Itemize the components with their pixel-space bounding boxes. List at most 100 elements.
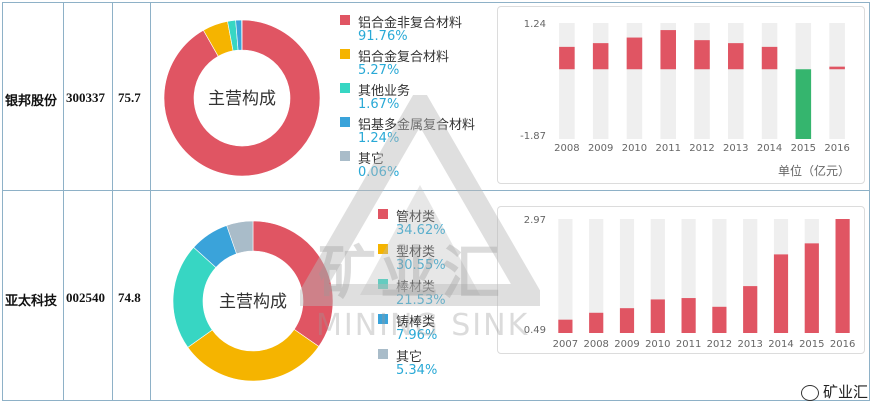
bar	[712, 306, 727, 333]
bar	[795, 69, 812, 139]
bar-track	[619, 219, 635, 333]
bar-track	[761, 23, 778, 139]
bar	[559, 46, 575, 70]
bar-track	[592, 23, 609, 139]
composition-legend: 管材类 34.62% 型材类 30.55% 棒材类 21.53% 铸棒类 7.96% 其它 5.3…	[378, 206, 498, 386]
legend-name: 管材类	[396, 210, 436, 225]
bar-track	[558, 219, 573, 333]
bar	[650, 299, 665, 333]
x-tick-label: 2016	[830, 339, 855, 350]
company-name: 亚太科技	[5, 293, 58, 308]
bar	[589, 312, 604, 333]
bar	[835, 219, 850, 333]
legend-percent: 91.76%	[358, 29, 408, 44]
bar-track	[589, 219, 604, 333]
x-tick-label: 2016	[824, 143, 849, 154]
bar	[728, 43, 744, 70]
bar	[773, 254, 789, 333]
row-divider	[2, 190, 870, 191]
legend-name: 其它	[396, 350, 423, 365]
legend-swatch	[378, 314, 388, 324]
company-name: 银邦股份	[5, 93, 58, 108]
legend-name: 铝合金复合材料	[358, 50, 450, 65]
composition-donut-chart: 主营构成	[172, 220, 334, 382]
donut-slice	[226, 220, 254, 255]
legend-swatch	[340, 117, 350, 127]
x-tick-label: 2009	[614, 339, 639, 350]
y-tick-label: 0.49	[524, 325, 546, 336]
donut-slice	[252, 220, 334, 347]
legend-percent: 0.06%	[358, 165, 400, 180]
x-tick-label: 2013	[723, 143, 748, 154]
legend-name: 铝基多金属复合材料	[358, 118, 476, 133]
legend-percent: 7.96%	[396, 328, 438, 343]
legend-percent: 21.53%	[396, 293, 446, 308]
y-tick-label: 1.24	[524, 19, 546, 30]
x-tick-label: 2011	[655, 143, 680, 154]
legend-percent: 30.55%	[396, 258, 446, 273]
legend-swatch	[378, 209, 388, 219]
x-tick-label: 2010	[622, 143, 647, 154]
legend-percent: 34.62%	[396, 223, 446, 238]
wechat-icon	[800, 384, 819, 401]
donut-slice	[163, 19, 321, 177]
x-tick-label: 2010	[645, 339, 670, 350]
legend-swatch	[378, 349, 388, 359]
x-tick-label: 2009	[588, 143, 613, 154]
legend-name: 铸棒类	[396, 315, 436, 330]
composition-legend: 铝合金非复合材料 91.76% 铝合金复合材料 5.27% 其他业务 1.67% 铝基多金属…	[340, 12, 500, 188]
donut-center-label: 主营构成	[219, 292, 287, 312]
bar	[829, 66, 845, 70]
column-divider	[63, 2, 64, 401]
stock-code: 002540	[66, 290, 105, 305]
bar-track	[559, 23, 575, 139]
legend-swatch	[340, 151, 350, 161]
bar	[804, 243, 819, 333]
y-tick-label: 2.97	[524, 215, 546, 226]
score-value: 75.7	[118, 90, 141, 105]
legend-swatch	[340, 15, 350, 25]
x-tick-label: 2008	[554, 143, 579, 154]
table-frame	[2, 2, 870, 401]
bar	[694, 40, 710, 70]
bar-track	[712, 219, 727, 333]
legend-swatch	[378, 279, 388, 289]
legend-percent: 5.34%	[396, 363, 438, 378]
legend-name: 棒材类	[396, 280, 436, 295]
profit-bar-panel: 2007 2008 2009 2010 2011 2012 2013 2014 2015 2016…	[497, 206, 865, 354]
column-divider	[150, 2, 151, 401]
stock-code: 300337	[66, 90, 105, 105]
donut-center-label: 主营构成	[208, 89, 276, 109]
bar	[619, 308, 635, 333]
legend-percent: 1.24%	[358, 131, 400, 146]
y-tick-label: -1.87	[520, 131, 546, 142]
bar	[660, 30, 676, 70]
bar	[743, 286, 758, 333]
bar	[761, 46, 778, 70]
score-value: 74.8	[118, 290, 141, 305]
profit-bar-chart: 2007 2008 2009 2010 2011 2012 2013 2014 2015 2016…	[524, 215, 856, 350]
unit-label: 单位（亿元）	[777, 164, 850, 178]
column-divider	[112, 2, 113, 401]
legend-name: 其它	[358, 152, 385, 167]
profit-bar-panel: 2008 2009 2010 2011 2012 2013 2014 2015 2016 1.24…	[497, 6, 865, 184]
x-tick-label: 2013	[737, 339, 762, 350]
legend-swatch	[378, 244, 388, 254]
x-tick-label: 2012	[689, 143, 714, 154]
x-tick-label: 2008	[583, 339, 608, 350]
bar-track	[829, 23, 845, 139]
profit-bar-chart: 2008 2009 2010 2011 2012 2013 2014 2015 2016 1.24…	[520, 19, 850, 154]
legend-name: 其他业务	[358, 84, 411, 99]
x-tick-label: 2012	[707, 339, 732, 350]
bar	[558, 319, 573, 333]
x-tick-label: 2014	[768, 339, 793, 350]
bar	[681, 298, 696, 333]
x-tick-label: 2011	[676, 339, 701, 350]
source-logo: 矿业汇	[800, 381, 868, 402]
bar	[626, 37, 643, 70]
x-tick-label: 2007	[553, 339, 578, 350]
bar-track	[728, 23, 744, 139]
x-tick-label: 2015	[799, 339, 824, 350]
x-tick-label: 2014	[757, 143, 782, 154]
x-tick-label: 2015	[791, 143, 816, 154]
